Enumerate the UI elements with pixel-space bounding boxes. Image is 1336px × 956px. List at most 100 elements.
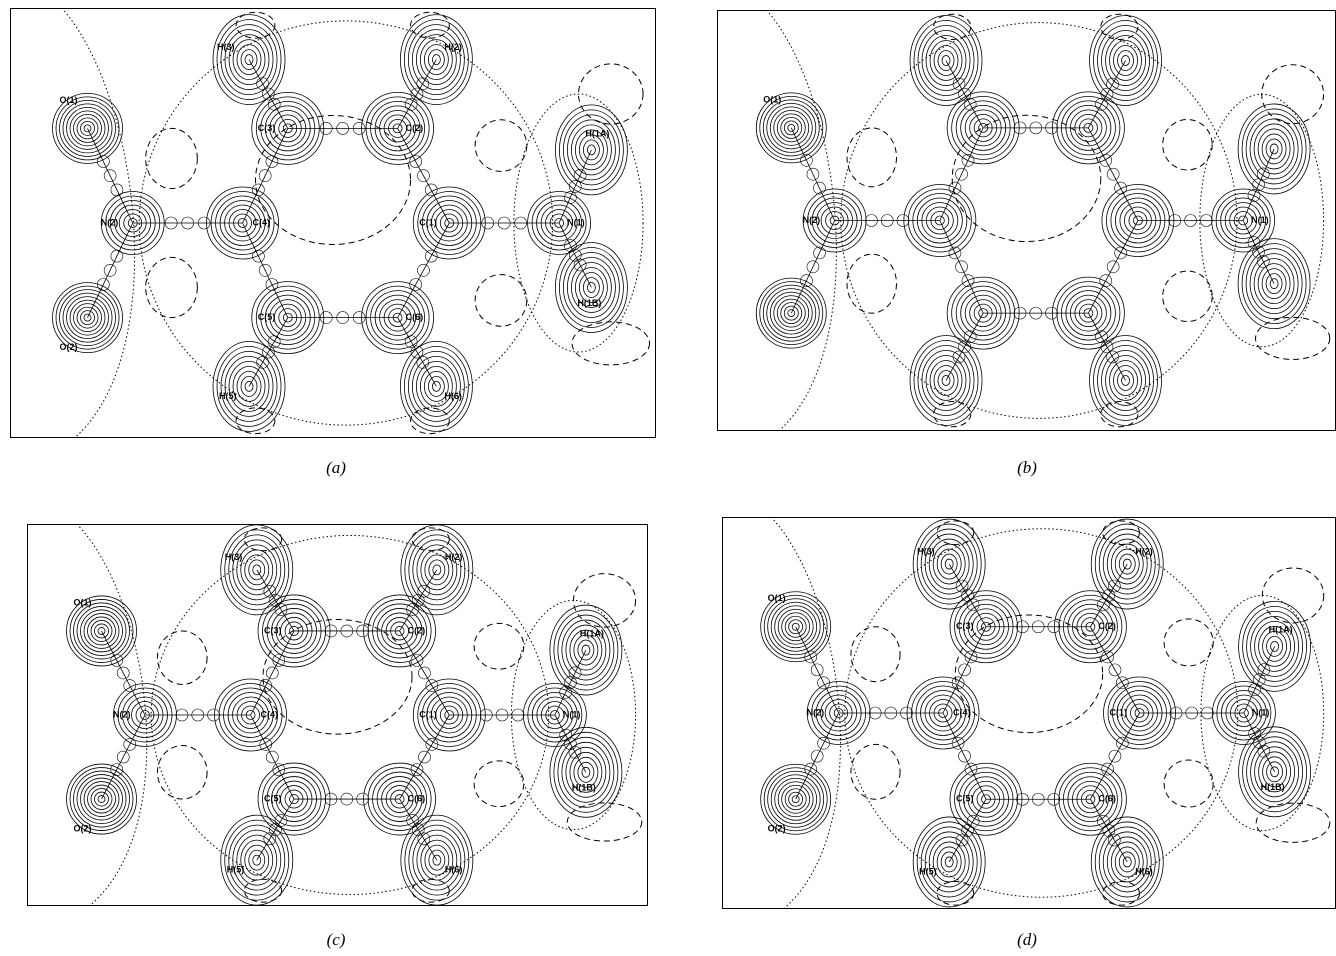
atom-label: H(3) <box>917 546 935 556</box>
atom-label: O(2) <box>74 823 92 833</box>
contour <box>778 782 813 817</box>
negative-contour <box>474 761 524 807</box>
contour <box>1118 370 1134 390</box>
atom-label: H(3) <box>217 42 235 52</box>
atom-label: C(1) <box>419 217 437 227</box>
bond <box>940 221 983 314</box>
bond <box>559 150 591 223</box>
contour <box>405 530 469 610</box>
atom-label: C(6) <box>1098 794 1116 804</box>
contour <box>241 840 273 880</box>
contour <box>221 815 293 905</box>
contour <box>1103 534 1151 594</box>
atom-label: N(2) <box>113 709 131 719</box>
contour <box>1118 51 1134 71</box>
bond <box>398 128 450 223</box>
atom-label: N(1) <box>567 217 585 227</box>
atom-label: C(6) <box>408 793 426 803</box>
contour <box>925 534 973 594</box>
atom-label: N(2) <box>101 217 119 227</box>
atom-label: C(3) <box>956 621 974 631</box>
negative-contour <box>567 803 642 841</box>
contour <box>1119 554 1135 574</box>
atom-label: C(1) <box>419 709 437 719</box>
contour <box>401 815 473 905</box>
atom-label: O(1) <box>60 95 78 105</box>
contour <box>233 830 281 890</box>
contour <box>937 549 961 579</box>
negative-contour <box>474 623 524 669</box>
atom-label: H(6) <box>445 865 463 875</box>
caption: (a) <box>326 458 346 478</box>
atom-label: C(3) <box>258 123 276 133</box>
atom-label: C(3) <box>264 625 282 635</box>
negative-contour <box>157 631 207 684</box>
contour <box>221 525 293 615</box>
bond <box>102 631 145 715</box>
atom-label: H(1A) <box>585 128 609 138</box>
atom-label: N(2) <box>803 215 821 225</box>
contour <box>1267 636 1283 656</box>
contour <box>764 768 827 831</box>
contour <box>1090 335 1162 425</box>
panel-d: H(3)H(2)O(1)C(3)C(2)H(1A)N(2)C(4)C(1)N(1… <box>722 517 1336 909</box>
atom-label: H(6) <box>444 391 462 401</box>
contour <box>929 539 969 589</box>
contour <box>98 796 105 803</box>
contour <box>1122 56 1130 66</box>
negative-contour <box>146 257 198 317</box>
contour <box>241 550 273 590</box>
atom-label: N(1) <box>1252 707 1270 717</box>
bond <box>791 221 834 314</box>
contour <box>941 554 957 574</box>
contour <box>70 599 133 662</box>
negative-contour <box>851 627 900 682</box>
panel-c: H(3)H(2)O(1)C(3)C(2)H(1A)N(2)C(4)C(1)N(1… <box>27 524 648 906</box>
atom-label: C(4) <box>953 707 971 717</box>
contour <box>1122 375 1130 385</box>
negative-contour <box>572 322 650 365</box>
atom-label: H(1B) <box>1261 782 1285 792</box>
negative-contour <box>475 275 527 327</box>
negative-contour <box>1163 119 1213 170</box>
negative-contour <box>847 128 897 187</box>
negative-contour <box>1256 317 1330 359</box>
contour <box>413 830 461 890</box>
contour <box>775 778 817 820</box>
contour <box>1094 340 1158 420</box>
contour <box>1110 41 1142 81</box>
atom-label: H(1B) <box>572 783 596 793</box>
contour <box>1239 601 1311 691</box>
contour <box>67 107 109 149</box>
contour <box>1271 641 1279 651</box>
negative-contour <box>157 746 207 799</box>
negative-contour <box>475 120 527 172</box>
negative-contour <box>263 620 412 735</box>
atom-label: H(5) <box>919 866 937 876</box>
negative-contour <box>1164 760 1213 807</box>
contour <box>74 603 130 659</box>
contour <box>237 835 277 885</box>
contour <box>233 540 281 600</box>
atom-label: H(2) <box>444 42 462 52</box>
bond <box>796 713 839 799</box>
contour <box>933 544 965 584</box>
bond <box>251 715 294 799</box>
bond <box>251 631 294 715</box>
contour <box>429 850 445 870</box>
atom-label: O(1) <box>763 94 781 104</box>
bond <box>1243 149 1274 221</box>
negative-contour <box>1262 65 1324 124</box>
contour <box>253 855 261 865</box>
contour <box>433 855 441 865</box>
negative-contour <box>1164 619 1213 666</box>
bond <box>791 128 834 221</box>
bond <box>398 223 450 318</box>
contour <box>1110 360 1142 400</box>
contour <box>1091 519 1163 609</box>
contour <box>792 796 799 803</box>
contour <box>225 820 289 900</box>
negative-contour <box>146 128 198 188</box>
atom-label: C(2) <box>408 625 426 635</box>
atom-label: H(1A) <box>1269 625 1293 635</box>
